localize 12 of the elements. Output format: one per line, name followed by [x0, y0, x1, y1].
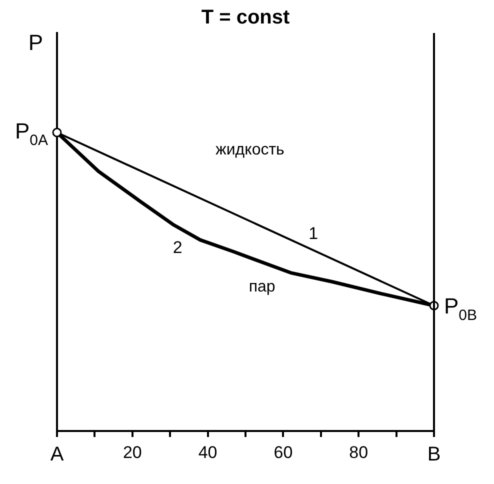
x-tick-label: B	[427, 444, 441, 466]
series-label: 1	[308, 224, 318, 243]
annotation: жидкость	[216, 141, 284, 158]
chart-title: T = const	[201, 6, 290, 29]
x-tick-label: 20	[122, 442, 142, 462]
x-tick-label: 60	[274, 442, 293, 462]
x-tick-label: 80	[349, 442, 368, 462]
y-axis-title: P	[28, 30, 44, 56]
series-label: 2	[172, 238, 182, 257]
annotation: пар	[248, 278, 276, 296]
x-tick-label: A	[50, 444, 64, 466]
x-tick-label: 40	[198, 442, 218, 462]
